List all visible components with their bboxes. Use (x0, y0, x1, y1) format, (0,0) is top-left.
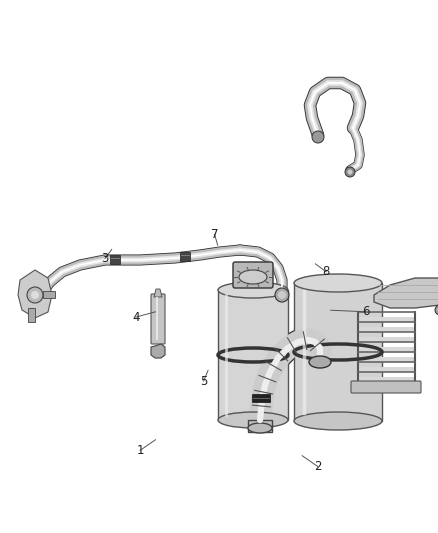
FancyBboxPatch shape (151, 294, 165, 344)
Bar (248, 420, 272, 432)
Circle shape (435, 305, 438, 315)
Text: 6: 6 (362, 305, 370, 318)
Circle shape (31, 291, 39, 299)
Text: 8: 8 (323, 265, 330, 278)
Ellipse shape (239, 270, 267, 284)
Text: 5: 5 (200, 375, 207, 387)
Circle shape (345, 167, 355, 177)
Polygon shape (154, 289, 162, 297)
Text: 1: 1 (136, 444, 144, 457)
Circle shape (278, 291, 286, 299)
Text: 4: 4 (132, 311, 140, 324)
Ellipse shape (294, 412, 382, 430)
Circle shape (27, 287, 43, 303)
Bar (294, 283, 382, 421)
Bar (43, 291, 55, 298)
FancyBboxPatch shape (233, 262, 273, 288)
Bar (252, 394, 270, 402)
Text: 7: 7 (211, 228, 219, 241)
Ellipse shape (309, 356, 331, 368)
Ellipse shape (248, 423, 272, 433)
Bar (180, 252, 190, 261)
Circle shape (312, 131, 324, 143)
Ellipse shape (218, 412, 288, 428)
Bar (358, 357, 415, 362)
Polygon shape (151, 344, 165, 358)
Bar (28, 308, 35, 322)
Bar (358, 347, 415, 352)
Circle shape (275, 288, 289, 302)
Bar (218, 290, 288, 420)
Polygon shape (374, 278, 438, 308)
Ellipse shape (218, 282, 288, 298)
Polygon shape (18, 270, 52, 318)
Bar (110, 255, 120, 264)
Bar (358, 327, 415, 332)
Circle shape (347, 169, 353, 174)
Text: 3: 3 (102, 252, 109, 265)
Text: 2: 2 (314, 460, 321, 473)
Ellipse shape (294, 274, 382, 292)
Bar (358, 337, 415, 342)
Bar (358, 367, 415, 372)
FancyBboxPatch shape (351, 381, 421, 393)
Bar (358, 317, 415, 322)
Bar (358, 377, 415, 382)
